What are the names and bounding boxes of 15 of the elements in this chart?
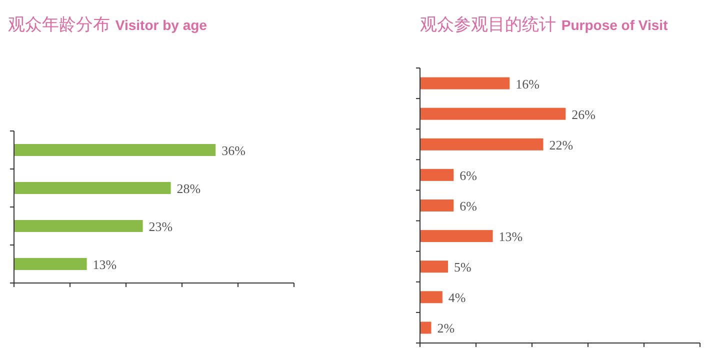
data-label: 28% — [176, 181, 201, 196]
data-label: 16% — [516, 76, 540, 92]
data-label: 6% — [460, 198, 478, 214]
data-label: 13% — [498, 229, 523, 244]
chart-title: 观众参观目的统计 Purpose of Visit — [420, 15, 668, 35]
data-label: 2% — [437, 320, 455, 336]
data-label: 26% — [572, 106, 596, 122]
data-label: 36% — [222, 143, 246, 158]
data-label: 5% — [454, 260, 472, 275]
data-label: 22% — [549, 137, 574, 152]
data-label: 23% — [148, 219, 173, 234]
chart-title: 观众年龄分布 Visitor by age — [8, 15, 208, 35]
data-label: 13% — [92, 257, 117, 272]
data-label: 6% — [460, 168, 478, 183]
data-label: 4% — [448, 290, 466, 306]
